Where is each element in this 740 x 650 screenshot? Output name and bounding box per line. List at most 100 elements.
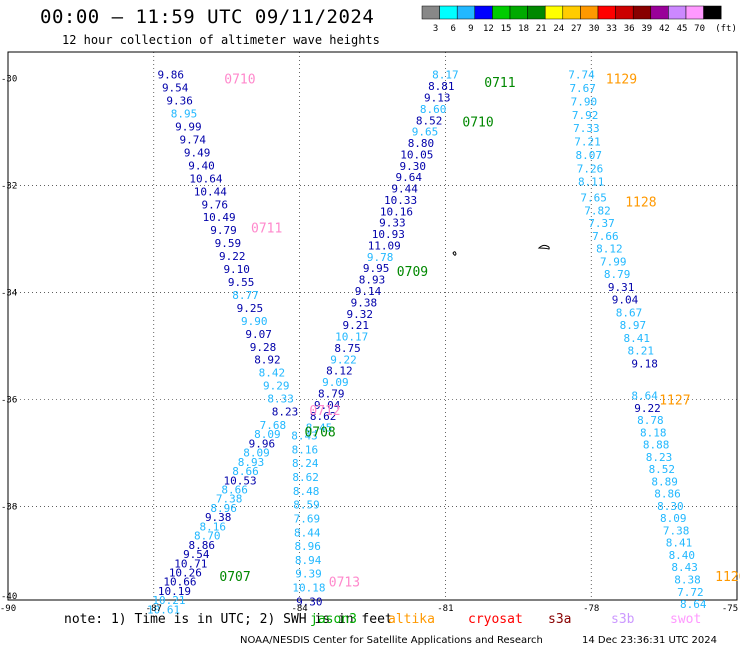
wave-height-value: 10.19 (158, 585, 191, 598)
wave-height-value: 9.13 (424, 91, 451, 104)
wave-height-value: 8.67 (616, 306, 643, 319)
lat-tick-label: -38 (1, 502, 17, 512)
lat-tick-label: -32 (1, 182, 17, 192)
wave-height-value: 9.55 (228, 276, 255, 289)
lon-tick-label: -90 (0, 604, 16, 614)
legend-label: 6 (450, 24, 455, 34)
wave-height-value: 7.67 (569, 82, 596, 95)
wave-height-value: 9.25 (237, 302, 264, 315)
wave-height-value: 11.09 (368, 239, 401, 252)
pass-label: 0708 (304, 426, 335, 441)
satellite-label: cryosat (468, 612, 523, 627)
wave-height-value: 8.23 (646, 451, 673, 464)
wave-height-value: 8.86 (654, 488, 681, 501)
wave-height-value: 7.38 (663, 524, 690, 537)
frame-border (7, 51, 738, 601)
legend-swatch (668, 5, 687, 20)
pass-label: 0713 (329, 575, 360, 590)
legend-swatch (615, 5, 634, 20)
lon-tick-label: -84 (291, 604, 307, 614)
legend-swatch (580, 5, 599, 20)
map-title: 00:00 – 11:59 UTC 09/11/2024 (40, 6, 375, 28)
wave-height-value: 9.21 (342, 319, 369, 332)
pass-label: 0711 (484, 76, 515, 91)
wave-height-value: 7.68 (260, 419, 287, 432)
wave-height-value: 9.99 (175, 121, 202, 134)
track-altika-1127: 8.649.228.788.188.888.238.528.898.868.30… (631, 390, 706, 612)
satellite-label: altika (388, 612, 435, 627)
wave-height-value: 10.26 (169, 566, 202, 579)
wave-height-value: 7.33 (573, 122, 600, 135)
lon-tick-label: -87 (146, 604, 162, 614)
legend-swatch (509, 5, 528, 20)
wave-height-value: 9.79 (210, 224, 237, 237)
legend-label: 30 (589, 24, 600, 34)
wave-height-value: 10.18 (292, 582, 325, 595)
wave-height-value: 9.29 (263, 380, 290, 393)
wave-height-value: 10.66 (163, 576, 196, 589)
wave-height-value: 8.48 (293, 485, 320, 498)
wave-height-value: 8.86 (189, 539, 216, 552)
wave-height-value: 10.71 (174, 557, 207, 570)
track-swot-center: 8.438.168.248.628.488.597.698.448.968.94… (291, 430, 325, 609)
wave-height-value: 8.77 (232, 289, 259, 302)
wave-height-value: 9.40 (188, 159, 215, 172)
wave-height-value: 9.44 (391, 183, 418, 196)
legend-label: 33 (606, 24, 617, 34)
wave-height-value: 10.33 (384, 194, 417, 207)
pass-label: 1129 (606, 73, 637, 88)
wave-height-value: 8.09 (243, 447, 270, 460)
wave-height-value: 7.92 (572, 109, 599, 122)
legend-label: 3 (433, 24, 438, 34)
wave-height-value: 8.96 (294, 540, 321, 553)
wave-height-value: 9.36 (166, 95, 193, 108)
map-frame (7, 51, 738, 601)
wave-height-value: 10.93 (372, 228, 405, 241)
footer-note: note: 1) Time is in UTC; 2) SWH is in fe… (64, 612, 393, 627)
legend-label: 27 (571, 24, 582, 34)
wave-height-value: 9.07 (245, 328, 272, 341)
wave-height-value: 9.86 (158, 69, 185, 82)
legend-swatch (456, 5, 476, 20)
wave-height-value: 9.49 (184, 146, 211, 159)
wave-height-value: 8.40 (669, 549, 696, 562)
legend-unit: (ft) (715, 24, 737, 34)
legend-swatch (544, 5, 564, 20)
wave-height-value: 9.28 (250, 341, 277, 354)
wave-height-value: 9.10 (223, 263, 250, 276)
wave-height-value: 8.81 (428, 80, 455, 93)
legend-label: 39 (641, 24, 652, 34)
wave-height-value: 9.59 (215, 237, 242, 250)
wave-height-value: 7.99 (600, 255, 627, 268)
legend-label: 9 (468, 24, 473, 34)
legend-swatch (562, 5, 581, 20)
wave-height-value: 8.60 (420, 103, 447, 116)
wave-height-value: 7.26 (577, 162, 604, 175)
legend-swatch (650, 5, 669, 20)
render-timestamp: 14 Dec 23:36:31 UTC 2024 (582, 635, 717, 646)
altimeter-tracks: 9.869.549.368.959.999.749.499.4010.6410.… (147, 69, 707, 617)
wave-height-value: 9.65 (412, 126, 439, 139)
wave-height-value: 9.04 (314, 399, 341, 412)
wave-height-value: 8.70 (194, 530, 221, 543)
wave-height-value: 9.64 (395, 171, 422, 184)
wave-height-value: 8.41 (624, 332, 651, 345)
wave-height-value: 9.76 (201, 198, 228, 211)
pass-label: 1126 (715, 570, 740, 585)
pass-label: 0710 (462, 116, 493, 131)
pass-label: 0709 (397, 265, 428, 280)
legend-swatch (527, 5, 546, 20)
wave-height-value: 7.72 (677, 586, 704, 599)
wave-height-value: 8.18 (640, 426, 667, 439)
lon-tick-label: -81 (437, 604, 453, 614)
wave-height-value: 9.04 (612, 294, 639, 307)
lat-tick-label: -40 (1, 592, 17, 602)
wave-height-value: 8.94 (295, 554, 322, 567)
wave-height-value: 8.92 (254, 354, 281, 367)
wave-height-value: 8.42 (259, 367, 286, 380)
legend-label: 36 (624, 24, 635, 34)
wave-height-value: 9.22 (634, 402, 661, 415)
track-jason-center: 8.178.819.138.608.529.658.8010.059.309.6… (306, 69, 459, 435)
pass-label: 0711 (251, 221, 282, 236)
wave-height-value: 8.11 (578, 176, 605, 189)
